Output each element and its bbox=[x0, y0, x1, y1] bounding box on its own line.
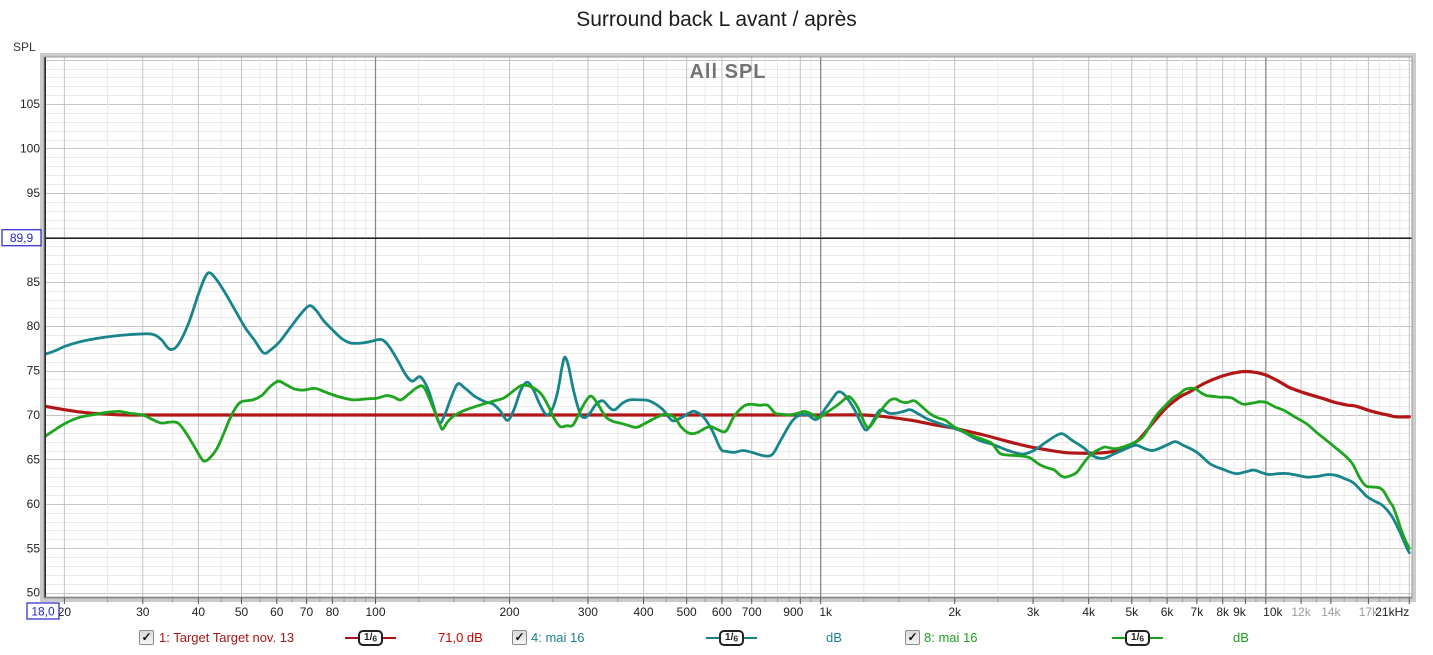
trace4-level-unit: dB bbox=[826, 630, 842, 645]
svg-text:50: 50 bbox=[27, 586, 41, 600]
badge-wire bbox=[383, 637, 397, 639]
svg-text:10k: 10k bbox=[1263, 605, 1283, 619]
svg-text:80: 80 bbox=[326, 605, 340, 619]
svg-text:9k: 9k bbox=[1233, 605, 1247, 619]
svg-text:2k: 2k bbox=[948, 605, 962, 619]
target-level-value: 71,0 dB bbox=[438, 630, 483, 645]
target-trace-checkbox[interactable]: ✓ bbox=[139, 630, 154, 645]
svg-text:200: 200 bbox=[500, 605, 520, 619]
svg-text:95: 95 bbox=[27, 186, 41, 200]
graph-title: All SPL bbox=[689, 61, 767, 83]
svg-text:21kHz: 21kHz bbox=[1375, 605, 1409, 619]
trace-1 bbox=[44, 271, 1411, 555]
trace-2 bbox=[44, 379, 1411, 550]
svg-text:18,0: 18,0 bbox=[31, 605, 55, 619]
v-major-grid bbox=[63, 57, 1410, 598]
svg-text:65: 65 bbox=[27, 452, 41, 466]
svg-text:300: 300 bbox=[578, 605, 598, 619]
x-tick-labels: 20 30 40 50 60 70 80 100 200 300 400 500 600 700 900 1k… bbox=[58, 605, 1410, 619]
v-decade-grid bbox=[374, 57, 1267, 598]
trace4-checkbox[interactable]: ✓ bbox=[512, 630, 527, 645]
svg-text:60: 60 bbox=[27, 497, 41, 511]
svg-text:100: 100 bbox=[366, 605, 386, 619]
y-axis-title: SPL bbox=[13, 40, 36, 54]
svg-text:55: 55 bbox=[27, 541, 41, 555]
trace8-label: 8: mai 16 bbox=[924, 630, 978, 645]
svg-text:8k: 8k bbox=[1216, 605, 1230, 619]
x-major-ticks bbox=[63, 598, 1410, 604]
svg-text:7k: 7k bbox=[1191, 605, 1205, 619]
svg-text:100: 100 bbox=[20, 141, 40, 155]
svg-text:85: 85 bbox=[27, 275, 41, 289]
svg-text:14k: 14k bbox=[1321, 605, 1341, 619]
badge-wire bbox=[1112, 637, 1125, 639]
badge-wire bbox=[1150, 637, 1164, 639]
svg-text:80: 80 bbox=[27, 319, 41, 333]
svg-text:30: 30 bbox=[136, 605, 150, 619]
svg-text:500: 500 bbox=[677, 605, 697, 619]
y-tick-labels: 105 100 95 85 80 75 70 65 60 55 50 bbox=[20, 97, 40, 600]
svg-text:400: 400 bbox=[634, 605, 654, 619]
trace4-label: 4: mai 16 bbox=[531, 630, 585, 645]
svg-text:6k: 6k bbox=[1161, 605, 1175, 619]
svg-text:40: 40 bbox=[192, 605, 206, 619]
h-minor-grid bbox=[44, 69, 1412, 585]
target-smoothing-badge: 1/6 bbox=[345, 629, 397, 647]
svg-text:75: 75 bbox=[27, 364, 41, 378]
trace8-smoothing-badge: 1/6 bbox=[1112, 629, 1164, 647]
v-minor-grid bbox=[107, 57, 1401, 598]
badge-wire bbox=[706, 637, 719, 639]
trace4-smoothing-badge: 1/6 bbox=[706, 629, 758, 647]
spl-graph: 20 30 40 50 60 70 80 100 200 300 400 500 600 700 900 1k… bbox=[1, 53, 1416, 620]
plot-bevel bbox=[40, 53, 1416, 602]
svg-text:70: 70 bbox=[300, 605, 314, 619]
traces bbox=[44, 271, 1411, 555]
svg-text:4k: 4k bbox=[1082, 605, 1096, 619]
svg-text:89,9: 89,9 bbox=[10, 231, 34, 245]
svg-text:50: 50 bbox=[235, 605, 249, 619]
trace-0 bbox=[44, 369, 1411, 455]
svg-text:900: 900 bbox=[783, 605, 803, 619]
svg-text:105: 105 bbox=[20, 97, 40, 111]
svg-text:1k: 1k bbox=[819, 605, 833, 619]
trace8-level-unit: dB bbox=[1233, 630, 1249, 645]
svg-text:17k: 17k bbox=[1359, 605, 1379, 619]
svg-text:600: 600 bbox=[712, 605, 732, 619]
svg-text:70: 70 bbox=[27, 408, 41, 422]
target-trace-label: 1: Target Target nov. 13 bbox=[159, 630, 295, 645]
svg-text:3k: 3k bbox=[1027, 605, 1041, 619]
svg-text:60: 60 bbox=[270, 605, 284, 619]
page-title: Surround back L avant / après bbox=[576, 8, 857, 31]
x-minor-ticks bbox=[107, 598, 1401, 602]
plot-area bbox=[44, 57, 1412, 598]
cursor-level-marker: 89,9 bbox=[1, 229, 42, 247]
plot-border bbox=[43, 56, 1413, 599]
svg-text:5k: 5k bbox=[1125, 605, 1139, 619]
svg-text:20: 20 bbox=[58, 605, 72, 619]
svg-text:700: 700 bbox=[742, 605, 762, 619]
badge-wire bbox=[345, 637, 358, 639]
trace8-checkbox[interactable]: ✓ bbox=[905, 630, 920, 645]
badge-wire bbox=[744, 637, 758, 639]
cursor-freq-marker: 18,0 bbox=[26, 602, 60, 620]
h-major-grid bbox=[44, 60, 1412, 594]
svg-text:12k: 12k bbox=[1291, 605, 1311, 619]
